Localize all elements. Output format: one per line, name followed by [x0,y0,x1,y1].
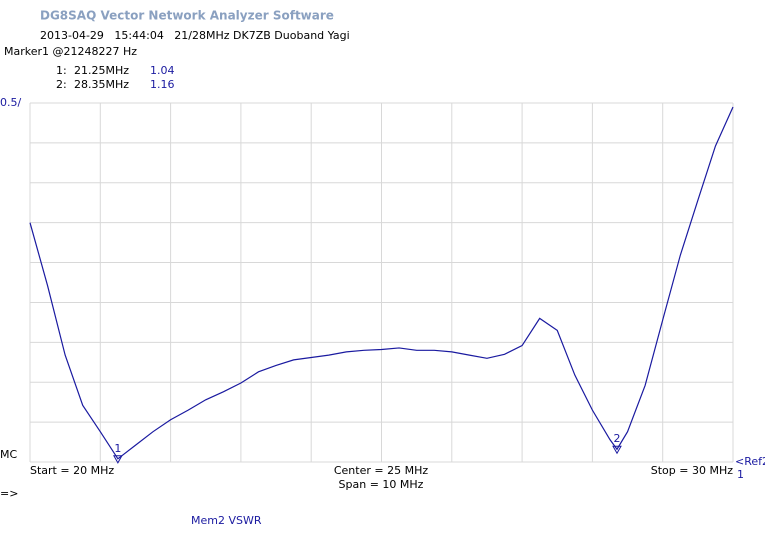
ref-label: <Ref2 [735,455,765,468]
stop-label: Stop = 30 MHz [651,464,733,477]
marker-triangle [113,455,123,464]
marker-triangle [612,445,622,455]
marker-frequency: 28.35MHz [74,78,129,91]
marker-frequency: 21.25MHz [74,64,129,77]
marker-label: 1 [114,442,121,455]
scale-label: 0.5/ [0,96,21,109]
start-label: Start = 20 MHz [30,464,114,477]
marker-header: Marker1 @21248227 Hz [4,45,137,58]
memory-label: Mem2 VSWR [191,514,262,527]
marker-value: 1.16 [150,78,175,91]
marker-label: 2 [614,432,621,445]
marker-index: 2: [56,78,67,91]
measurement-info: 2013-04-29 15:44:04 21/28MHz DK7ZB Duoba… [40,29,350,42]
app-title: DG8SAQ Vector Network Analyzer Software [40,9,334,23]
marker-index: 1: [56,64,67,77]
ref-value: 1 [737,468,744,481]
bottom-left-label: MC [0,448,17,461]
center-label: Center = 25 MHz [334,464,428,477]
marker-value: 1.04 [150,64,175,77]
span-label: Span = 10 MHz [339,478,424,491]
prompt: => [0,487,18,500]
